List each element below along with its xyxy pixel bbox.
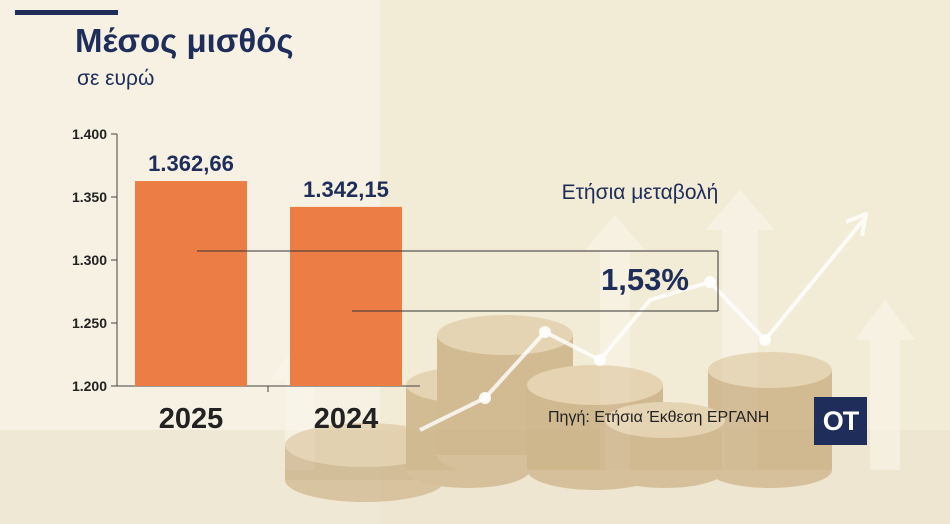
y-tick-label: 1.350 (72, 189, 107, 205)
y-tick-label: 1.300 (72, 252, 107, 268)
y-tick-label: 1.250 (72, 315, 107, 331)
annual-change-value: 1,53% (601, 262, 689, 297)
annual-change-label: Ετήσια μεταβολή (561, 181, 719, 204)
chart-title: Μέσος μισθός (75, 22, 294, 59)
x-category-label-2024: 2024 (314, 403, 379, 435)
ot-logo: ΟΤ (814, 397, 867, 445)
data-label-2024: 1.342,15 (303, 177, 389, 202)
bar-2024 (290, 206, 402, 386)
top-accent-rule (15, 10, 118, 15)
data-label-2025: 1.362,66 (148, 151, 234, 176)
source-note: Πηγή: Ετήσια Έκθεση ΕΡΓΑΝΗ (548, 409, 770, 426)
chart-subtitle: σε ευρώ (77, 67, 155, 90)
y-tick-label: 1.200 (72, 378, 107, 394)
bar-2025 (135, 181, 247, 386)
y-tick-label: 1.400 (72, 126, 107, 142)
x-category-label-2025: 2025 (159, 403, 224, 435)
